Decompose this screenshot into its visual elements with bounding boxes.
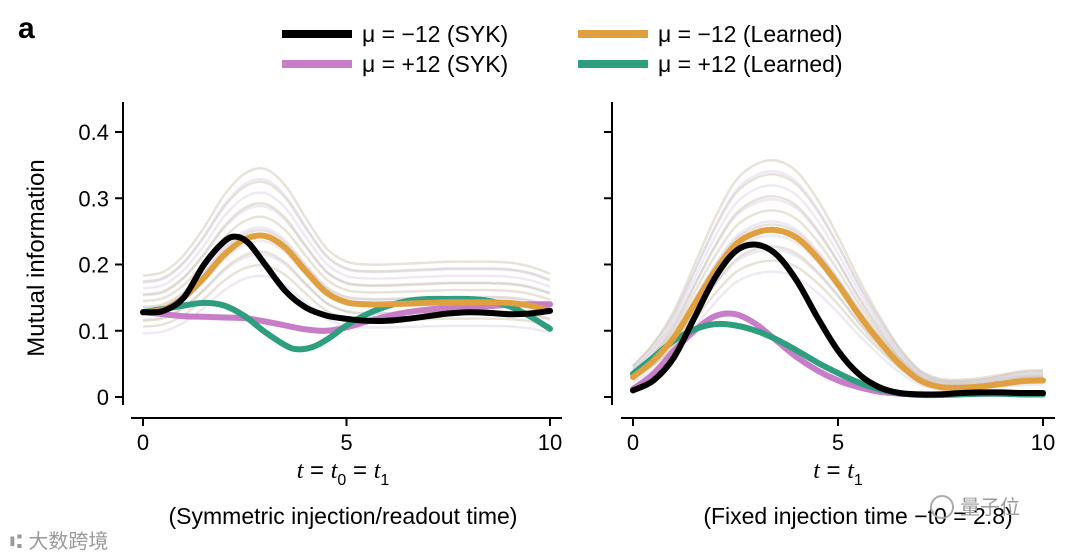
x-tick-label: 5 [340,430,352,455]
xlabel-var: t [297,458,305,484]
xlabel-var: t [331,458,339,484]
background-trajectories [632,158,1044,392]
series-group [630,226,1046,399]
wechat-icon [930,495,954,519]
watermark-right: 量子位 [930,495,1020,519]
background-trajectory [632,169,1044,386]
legend-label-syk-neg: μ = −12 (SYK) [362,21,508,47]
series-line [630,241,1046,398]
x-tick-label: 5 [832,430,844,455]
background-trajectory [632,198,1044,383]
background-trajectory [142,167,551,277]
x-tick-label: 10 [538,430,562,455]
xlabel-eq: = [820,457,847,484]
xlabel-subscript: 0 [337,472,346,489]
legend-label-learned-pos: μ = +12 (Learned) [658,51,843,77]
background-trajectory [142,177,551,284]
y-axis-title: Mutual information [23,159,50,356]
y-tick-label: 0.4 [78,120,109,145]
xlabel-var: t [847,458,855,484]
background-trajectory [632,234,1044,387]
series-group [140,232,553,353]
axes: 0 5 10 [604,102,1055,455]
x-tick-label: 0 [137,430,149,455]
xlabel-subscript: 1 [380,472,389,489]
caption-symmetric: (Symmetric injection/readout time) [169,503,518,529]
background-trajectory [632,158,1044,383]
plot-panel-fixed: 0 5 10 [604,102,1055,455]
axes: 0 0.1 0.2 0.3 0.4 0 5 10 [78,102,562,455]
background-trajectory [142,180,551,283]
y-tick-label: 0.1 [78,319,109,344]
background-trajectory [632,173,1044,382]
x-tick-label: 10 [1031,430,1055,455]
legend-label-learned-neg: μ = −12 (Learned) [658,21,843,47]
caption-fixed: (Fixed injection time −t0 = 2.8) [703,503,1012,529]
series-line [630,226,1046,391]
x-axis-title-symmetric: t = t0 = t1 [297,457,390,489]
y-tick-label: 0.3 [78,186,109,211]
x-axis-title-fixed: t = t1 [813,457,863,489]
series-line [140,232,553,316]
background-trajectory [632,184,1044,385]
watermark-left: ⑆ 大数跨境 [10,529,108,553]
watermark-right-text: 量子位 [960,495,1020,519]
panel-letter: a [18,12,35,45]
legend: μ = −12 (SYK) μ = −12 (Learned) μ = +12 … [282,21,843,77]
background-trajectory [142,204,551,296]
y-tick-label: 0.2 [78,253,109,278]
background-trajectory [142,201,551,297]
plot-panel-symmetric: 0 0.1 0.2 0.3 0.4 0 5 10 [78,102,562,455]
xlabel-subscript: 1 [854,472,863,489]
xlabel-var: t [374,458,382,484]
x-tick-label: 0 [627,430,639,455]
background-trajectory [142,228,551,309]
legend-label-syk-pos: μ = +12 (SYK) [362,51,508,77]
y-tick-label: 0 [97,385,109,410]
xlabel-eq: = [303,457,330,484]
xlabel-eq: = [346,457,373,484]
background-trajectory [632,209,1044,386]
background-trajectory [142,191,551,290]
xlabel-var: t [813,458,821,484]
series-line [140,233,553,325]
